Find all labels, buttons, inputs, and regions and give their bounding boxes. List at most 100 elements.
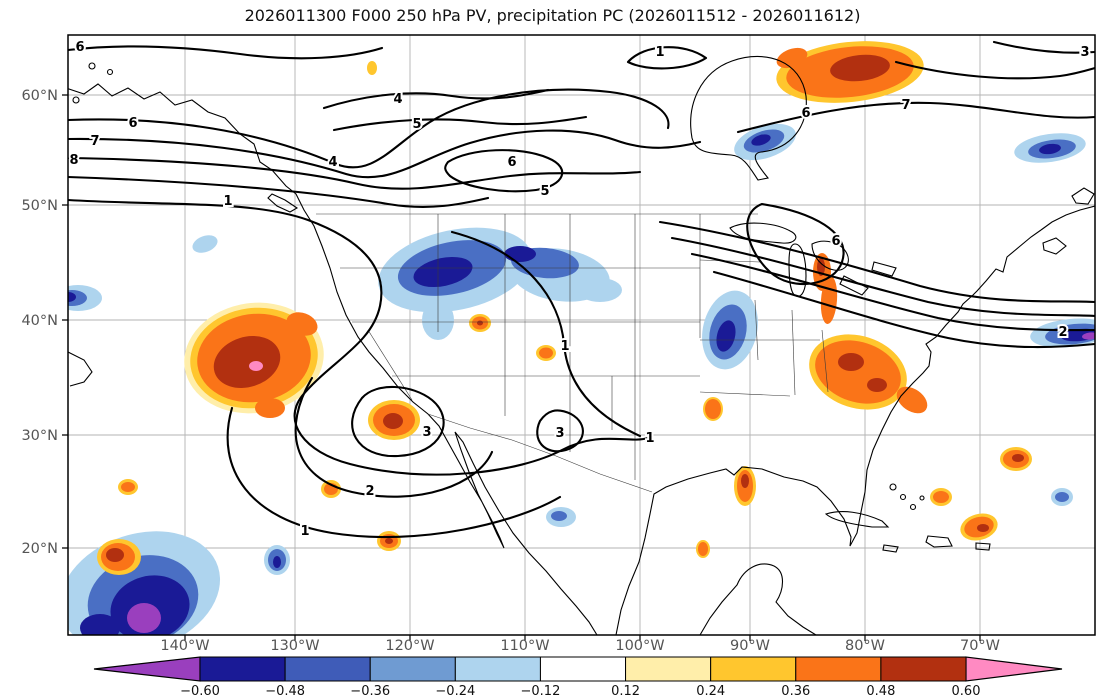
coastline-shape — [899, 493, 907, 501]
neg-hudson-blob — [734, 123, 796, 161]
colorbar-segment — [284, 656, 371, 682]
pv-contours-shape — [68, 45, 384, 60]
shaded-anomalies — [68, 41, 1095, 635]
x-tick-label: 100°W — [615, 638, 664, 652]
neg-nw-us-blob-shape — [578, 278, 622, 302]
pos-small-spots-shape — [977, 524, 989, 532]
pv-contours-shape — [68, 156, 642, 190]
pos-california-blob-shape — [249, 361, 263, 371]
contour-label: 7 — [90, 134, 99, 149]
coastline-shape — [975, 542, 991, 551]
pv-contours-shape — [351, 385, 445, 458]
contour-label: 6 — [75, 40, 84, 55]
pos-small-spots-shape — [741, 474, 749, 488]
coastline-shape — [1040, 205, 1095, 231]
pos-east-coast-blob-shape — [817, 258, 825, 276]
colorbar-tick-label: 0.24 — [696, 684, 725, 698]
neg-small-spots — [192, 235, 1073, 575]
colorbar: −0.60 −0.48 −0.36 −0.24 −0.12 0.12 0.24 0.36 0.4… — [93, 656, 1063, 698]
x-tick-label: 120°W — [385, 638, 434, 652]
pos-small-spots-shape — [698, 542, 708, 556]
pos-east-coast-blob-shape — [896, 386, 928, 414]
contour-label: 2 — [1058, 325, 1067, 340]
neg-nw-us-blob-shape — [413, 256, 473, 288]
colorbar-segment — [880, 656, 967, 682]
contour-label: 7 — [901, 98, 910, 113]
pv-contours-shape — [992, 40, 1095, 54]
pv-contours-shape — [536, 409, 584, 453]
neg-west-edge-blob — [68, 285, 102, 311]
grid-lines — [68, 35, 1095, 635]
colorbar-segment — [539, 656, 627, 682]
coastline-shape — [615, 229, 1042, 635]
coastline-shape — [88, 62, 96, 70]
pos-california-blob-shape — [213, 336, 281, 388]
coastline-shape — [106, 68, 114, 76]
neg-nw-us-blob-shape — [504, 246, 536, 262]
state-borders-shape — [699, 391, 791, 397]
colorbar-segment — [454, 656, 541, 682]
pv-contours-shape — [322, 88, 550, 110]
contour-label: 1 — [560, 339, 569, 354]
pv-contours-shape — [658, 220, 1095, 304]
pv-contours-shape — [68, 129, 702, 179]
x-tick-label: 80°W — [845, 638, 885, 652]
pos-small-spots — [321, 61, 1032, 558]
coastline-shape — [919, 495, 925, 501]
contour-label: 4 — [393, 92, 402, 107]
pv-contours-shape — [332, 115, 588, 132]
colorbar-segment — [369, 656, 456, 682]
neg-pacific-sw-blob — [68, 531, 221, 635]
colorbar-segment — [795, 656, 882, 682]
colorbar-tick-label: 0.12 — [611, 684, 640, 698]
contour-label: 5 — [540, 184, 549, 199]
contour-label: 6 — [801, 106, 810, 121]
pos-small-spots-shape — [385, 538, 393, 544]
colorbar-segment — [199, 656, 286, 682]
pv-contours-shape — [712, 270, 1095, 349]
coastline-shape — [1071, 187, 1095, 205]
colorbar-tick-label: −0.12 — [521, 684, 561, 698]
y-tick-label: 60°N — [21, 88, 58, 104]
pos-pacific-sw-blob-shape — [121, 482, 135, 492]
pv-contours-shape — [444, 149, 564, 193]
neg-missouri-blob — [702, 290, 758, 370]
neg-nw-us-blob — [378, 227, 622, 340]
coastline-shape — [871, 261, 897, 277]
pos-ontario-blob-shape — [830, 54, 890, 82]
pv-contours-shape — [68, 175, 490, 208]
colorbar-tick-label: 0.36 — [781, 684, 810, 698]
colorbar-tick-label: −0.24 — [435, 684, 475, 698]
contour-label: 2 — [365, 484, 374, 499]
x-tick-label: 90°W — [730, 638, 770, 652]
colorbar-arrow-right — [965, 656, 1063, 682]
pv-contours-shape — [894, 60, 1095, 80]
pos-pacific-sw-blob-shape — [106, 548, 124, 562]
pos-ontario-blob — [776, 41, 924, 103]
contour-label: 3 — [422, 425, 431, 440]
pv-contours-shape — [68, 198, 650, 476]
coastline-shape — [699, 563, 817, 635]
pv-contours-shape — [226, 406, 562, 539]
state-borders-shape — [699, 259, 761, 263]
colorbar-tick-label: −0.36 — [350, 684, 390, 698]
coastline-shape — [72, 96, 80, 104]
neg-missouri-blob-shape — [716, 320, 736, 352]
pos-small-spots-shape — [705, 399, 721, 419]
colorbar-tick-label: 0.60 — [952, 684, 981, 698]
pv-contours-shape — [690, 252, 1095, 332]
contour-label: 1 — [300, 524, 309, 539]
state-borders-shape — [791, 309, 796, 396]
pv-contours-shape — [294, 376, 494, 498]
neg-west-edge-blob-shape — [68, 292, 76, 302]
coastline-shape — [267, 193, 299, 213]
pos-pacific-sw-blob — [97, 479, 141, 575]
pv-contours-shape — [746, 202, 845, 286]
pos-california-blob-shape — [255, 398, 285, 418]
pos-small-spots-shape — [367, 61, 377, 75]
pos-east-coast-blob — [809, 253, 928, 414]
contour-label: 8 — [69, 153, 78, 168]
colorbar-segment — [710, 656, 797, 682]
state-borders-shape — [821, 329, 829, 393]
